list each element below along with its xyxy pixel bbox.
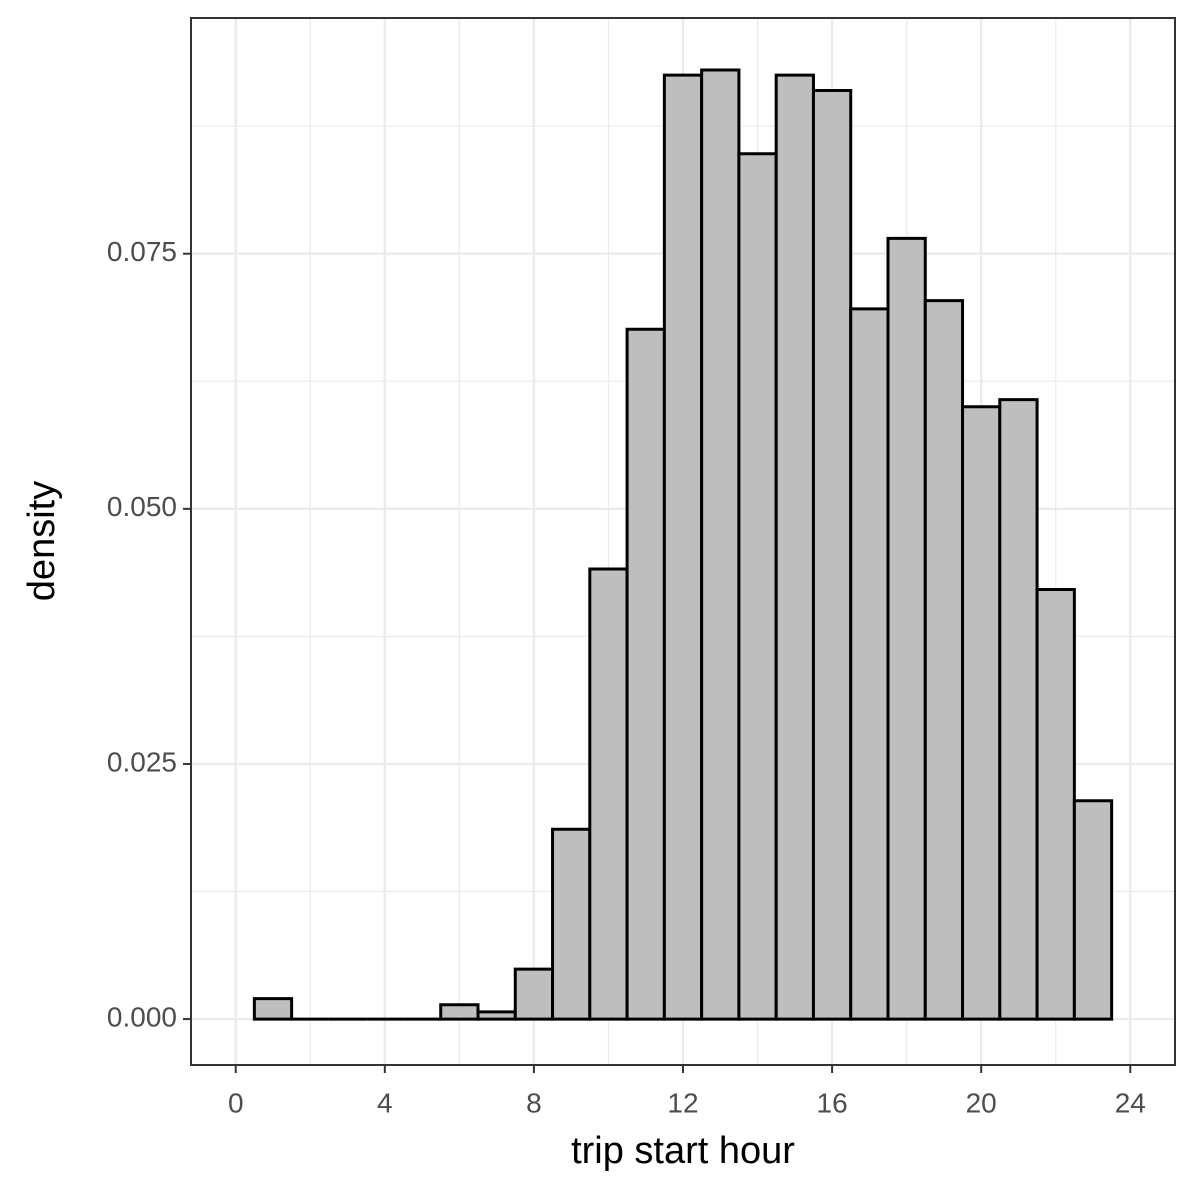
bar — [1035, 587, 1076, 1021]
bar — [513, 967, 555, 1021]
x-tick-label: 24 — [1115, 1087, 1146, 1118]
bar — [551, 827, 592, 1021]
bars — [252, 68, 1114, 1021]
bar — [252, 997, 294, 1021]
x-tick-label: 12 — [667, 1087, 698, 1118]
bar — [886, 236, 927, 1021]
axes: 0 4 8 12 16 20 24 0.000 0.025 0.050 0.075 — [107, 236, 1146, 1118]
x-axis-title: trip start hour — [571, 1130, 795, 1172]
bar — [923, 299, 965, 1021]
bar — [662, 73, 704, 1021]
y-axis-title: density — [21, 481, 63, 601]
bar — [737, 152, 778, 1021]
bar — [998, 398, 1039, 1021]
y-tick-label: 0.075 — [107, 236, 177, 267]
bar — [625, 327, 666, 1021]
bar — [476, 1010, 517, 1021]
bar — [439, 1003, 480, 1021]
bar — [961, 405, 1002, 1021]
y-tick-label: 0.050 — [107, 491, 177, 522]
bar — [849, 307, 890, 1021]
bar — [811, 88, 853, 1021]
bar — [700, 68, 741, 1021]
x-tick-label: 16 — [817, 1087, 848, 1118]
bar — [588, 567, 629, 1021]
x-tick-label: 4 — [377, 1087, 393, 1118]
bar — [774, 73, 815, 1021]
x-tick-label: 0 — [228, 1087, 244, 1118]
y-tick-label: 0.000 — [107, 1001, 177, 1032]
x-tick-label: 8 — [526, 1087, 542, 1118]
x-tick-label: 20 — [966, 1087, 997, 1118]
y-tick-label: 0.025 — [107, 746, 177, 777]
bar — [1072, 799, 1114, 1021]
